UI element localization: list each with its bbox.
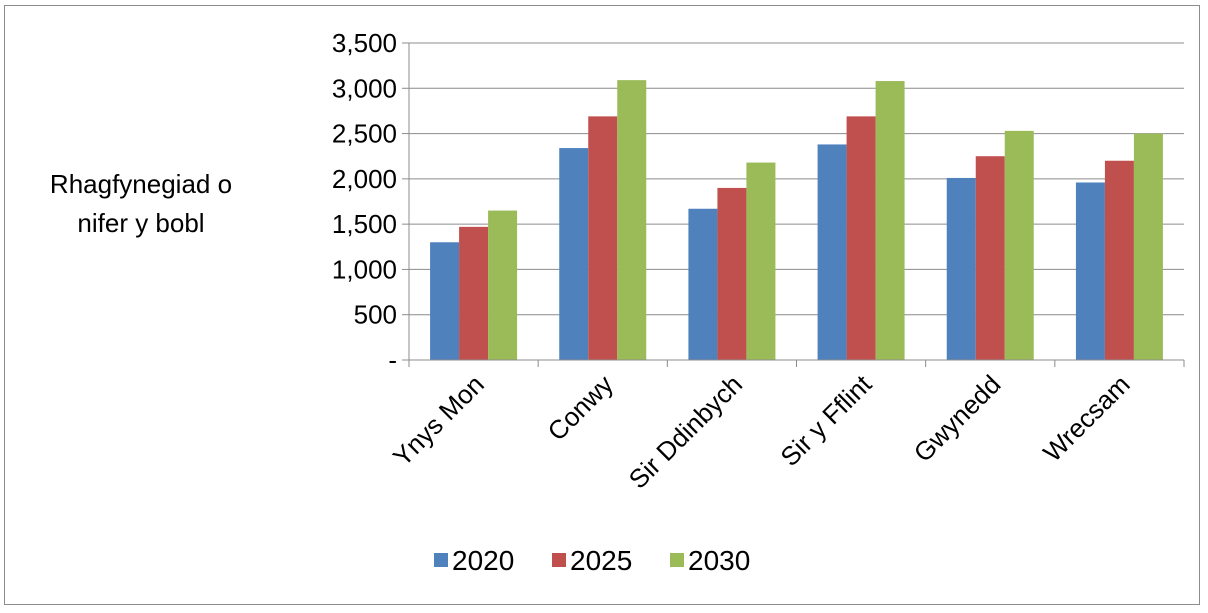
bar-2020-conwy [559,148,589,360]
legend-swatch-2020 [434,553,448,567]
y-tick-label: 2,000 [332,164,397,194]
y-tick-label: 2,500 [332,119,397,149]
y-tick-label: 3,500 [332,28,397,58]
y-tick-label: 1,500 [332,209,397,239]
x-tick-label: Ynys Mon [387,369,490,472]
bar-2020-wrecsam [1075,182,1105,360]
bar-2020-sir-y-fflint [817,144,847,360]
bar-2025-sir-y-fflint [846,116,876,360]
bar-2020-sir-ddinbych [688,208,718,360]
x-tick-label: Wrecsam [1037,369,1136,468]
legend-label-2020: 2020 [452,545,514,576]
x-tick-label: Sir Ddinbych [623,369,748,494]
gridlines [409,42,1184,316]
bar-2030-gwynedd [1004,130,1034,360]
y-axis-label-line-2: nifer y bobl [77,208,204,238]
legend: 2020 2025 2030 [434,545,750,576]
bar-2020-gwynedd [946,177,976,360]
legend-label-2030: 2030 [688,545,750,576]
legend-swatch-2025 [552,553,566,567]
y-axis-label-line-1: Rhagfynegiad o [50,169,232,199]
bars [430,80,1163,361]
x-tick-label: Gwynedd [908,369,1007,468]
bar-chart: - 500 1,000 1,500 2,000 2,500 3,000 3,500 Ynys M… [50,28,1185,576]
legend-label-2025: 2025 [570,545,632,576]
axes: - 500 1,000 1,500 2,000 2,500 3,000 3,500 Ynys M… [332,28,1185,494]
y-tick-label: 1,000 [332,254,397,284]
x-tick-label: Sir y Fflint [774,368,877,471]
legend-swatch-2030 [670,553,684,567]
bar-2025-conwy [588,116,618,360]
x-tick-label: Conwy [542,369,619,446]
bar-2030-sir-ddinbych [746,162,776,360]
bar-2030-ynys-mon [488,210,518,360]
y-tick-label: 3,000 [332,73,397,103]
chart-frame: - 500 1,000 1,500 2,000 2,500 3,000 3,500 Ynys M… [4,5,1200,605]
bar-2020-ynys-mon [430,242,460,360]
bar-2030-conwy [617,80,647,361]
bar-2025-sir-ddinbych [717,187,747,360]
y-tick-label: 500 [354,300,397,330]
bar-2030-wrecsam [1133,133,1163,360]
bar-2025-gwynedd [975,156,1005,360]
y-tick-label: - [388,345,397,375]
bar-2025-wrecsam [1104,160,1134,360]
y-axis-label: Rhagfynegiad o nifer y bobl [50,169,232,238]
bar-2030-sir-y-fflint [875,81,905,360]
bar-2025-ynys-mon [459,226,489,360]
